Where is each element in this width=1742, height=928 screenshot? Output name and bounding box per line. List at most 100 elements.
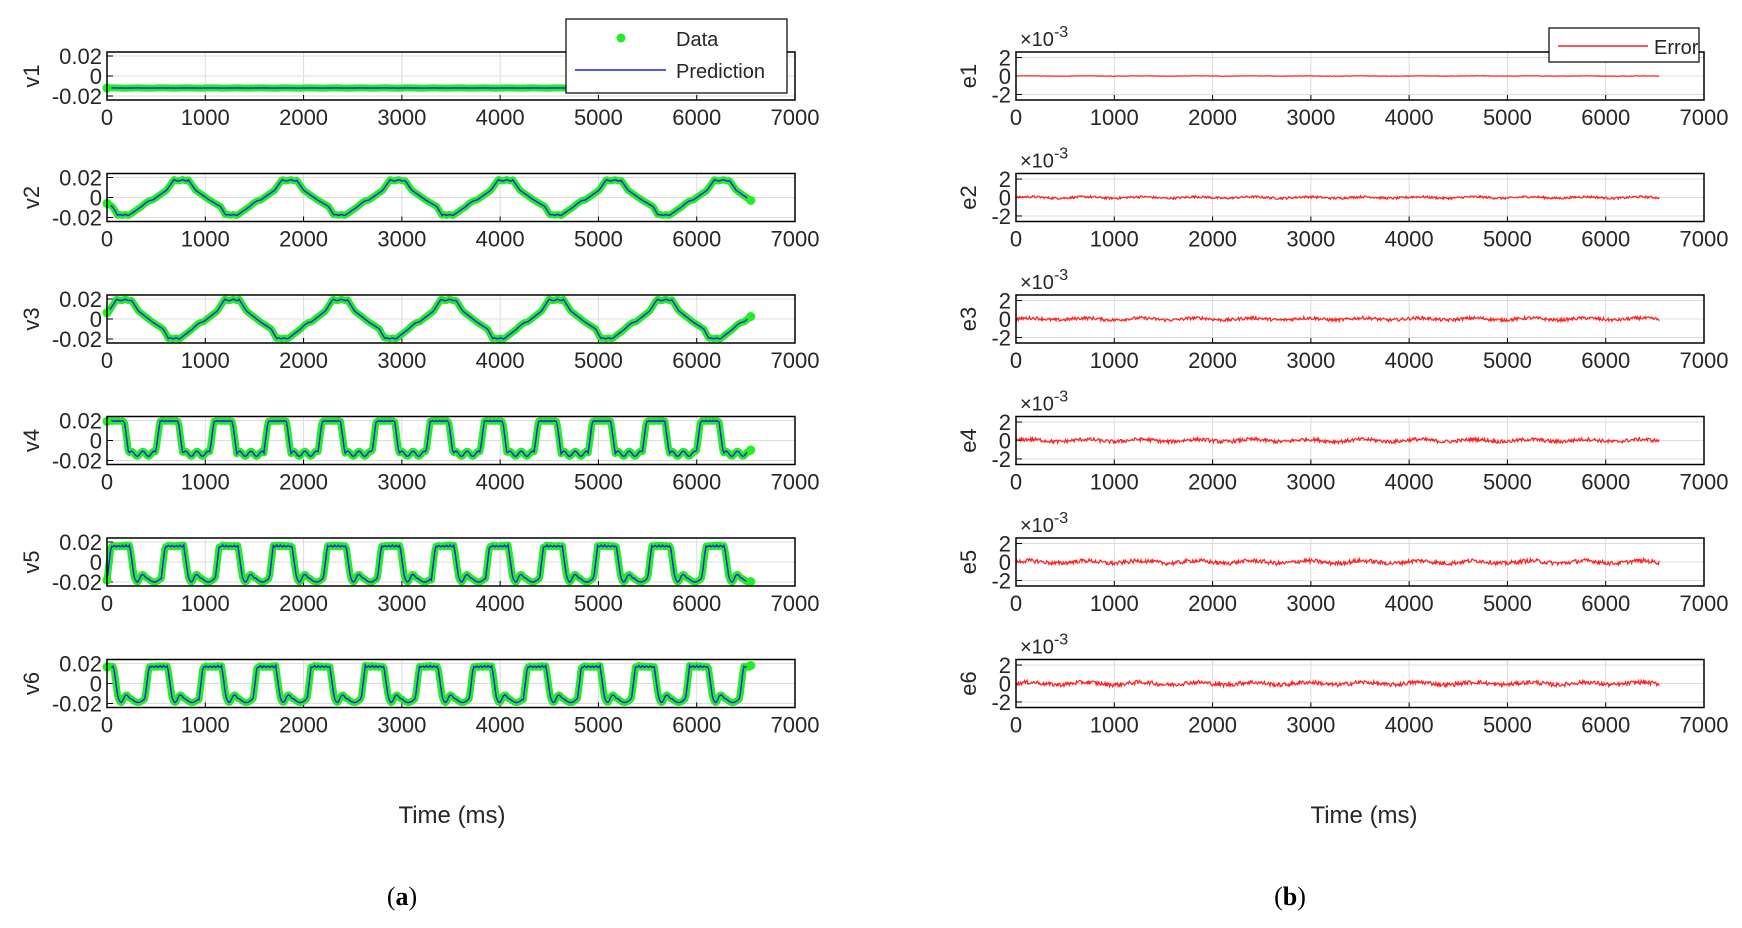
exponent-base-e2: ×10 (1020, 151, 1054, 173)
axes-box-e3 (1015, 294, 1705, 344)
xtick-label-e6-0: 0 (1010, 713, 1022, 738)
xtick-label-v6-0: 0 (101, 713, 113, 738)
subplot-e5: 20-20 1000 2000 3000 4000 5000 6000 7000×10-3e5 (956, 510, 1728, 616)
xtick-label-v2-4: 4000 (476, 227, 525, 252)
xtick-label-v3-1: 1000 (181, 348, 230, 373)
ytick-label-e2-2: -2 (991, 204, 1011, 229)
axes-box-v2 (106, 172, 796, 223)
xtick-label-e2-1: 1000 (1090, 227, 1139, 252)
exponent-base-e1: ×10 (1020, 29, 1054, 51)
xtick-label-e3-7: 7000 (1680, 348, 1729, 373)
xtick-label-e6-3: 3000 (1286, 713, 1335, 738)
ytick-label-e3-1: 0 (999, 307, 1011, 332)
panel-label-b: (b) (1274, 882, 1306, 911)
xtick-label-e3-3: 3000 (1286, 348, 1335, 373)
axes-box-v5 (106, 537, 796, 587)
ytick-label-e4-1: 0 (999, 429, 1011, 454)
xtick-label-e1-5: 5000 (1483, 105, 1532, 130)
xtick-label-e3-2: 2000 (1188, 348, 1237, 373)
ytick-label-v2-0: 0.02 (59, 166, 102, 191)
ylabel-e3: e3 (956, 307, 981, 331)
subplot-e6: 20-20 1000 2000 3000 4000 5000 6000 7000×10-3e6 (956, 632, 1728, 738)
xtick-label-v5-0: 0 (101, 591, 113, 616)
xtick-label-e3-6: 6000 (1581, 348, 1630, 373)
ytick-label-v3-2: -0.02 (52, 327, 102, 352)
xtick-label-v3-3: 3000 (377, 348, 426, 373)
ylabel-v1: v1 (19, 64, 44, 87)
xtick-label-e2-0: 0 (1010, 227, 1022, 252)
exponent-label-e5: ×10-3 (1020, 510, 1068, 537)
exponent-base-e5: ×10 (1020, 515, 1054, 537)
ytick-label-v5-2: -0.02 (52, 570, 102, 595)
xtick-label-v3-0: 0 (101, 348, 113, 373)
xtick-label-v2-6: 6000 (672, 227, 721, 252)
error-line-e3 (1015, 314, 1660, 324)
xtick-label-e3-5: 5000 (1483, 348, 1532, 373)
xtick-label-v3-2: 2000 (279, 348, 328, 373)
ytick-label-e1-0: 2 (999, 46, 1011, 71)
xtick-label-e5-0: 0 (1010, 591, 1022, 616)
ytick-label-v6-0: 0.02 (59, 652, 102, 677)
legend-data-label: Data (676, 29, 719, 51)
panel-a-charts: 0.020-0.020 1000 2000 3000 4000 5000 6000 7000v… (19, 18, 820, 738)
legend-prediction-label: Prediction (676, 61, 765, 83)
xtick-label-e6-7: 7000 (1680, 713, 1729, 738)
xtick-label-v1-6: 6000 (672, 105, 721, 130)
exponent-power-e6: -3 (1054, 632, 1068, 649)
xtick-label-e5-7: 7000 (1680, 591, 1729, 616)
ytick-label-e1-1: 0 (999, 64, 1011, 89)
xtick-label-v5-3: 3000 (377, 591, 426, 616)
subplot-v3: 0.020-0.020 1000 2000 3000 4000 5000 6000 7000v… (19, 287, 819, 373)
xtick-label-e6-5: 5000 (1483, 713, 1532, 738)
ytick-label-e2-0: 2 (999, 167, 1011, 192)
subplot-v6: 0.020-0.020 1000 2000 3000 4000 5000 6000 7000v… (19, 652, 819, 738)
xtick-label-v6-6: 6000 (672, 713, 721, 738)
xtick-label-v5-7: 7000 (771, 591, 820, 616)
xtick-label-e2-2: 2000 (1188, 227, 1237, 252)
xtick-label-v4-6: 6000 (672, 470, 721, 495)
xtick-label-e4-4: 4000 (1385, 470, 1434, 495)
xtick-label-e6-1: 1000 (1090, 713, 1139, 738)
xtick-label-v6-1: 1000 (181, 713, 230, 738)
exponent-power-e2: -3 (1054, 146, 1068, 163)
ylabel-e1: e1 (956, 64, 981, 88)
prediction-line-v5 (106, 543, 750, 583)
axes-box-v3 (106, 294, 796, 344)
ytick-label-v1-1: 0 (90, 64, 102, 89)
prediction-line-v6 (106, 663, 751, 704)
exponent-label-e4: ×10-3 (1020, 389, 1068, 416)
ylabel-v3: v3 (19, 307, 44, 330)
subplot-e3: 20-20 1000 2000 3000 4000 5000 6000 7000×10-3e3 (956, 267, 1728, 373)
xtick-label-e4-5: 5000 (1483, 470, 1532, 495)
xtick-label-v1-3: 3000 (377, 105, 426, 130)
ylabel-v6: v6 (19, 672, 44, 695)
xtick-label-v1-5: 5000 (574, 105, 623, 130)
xtick-label-v5-6: 6000 (672, 591, 721, 616)
ytick-label-e4-2: -2 (991, 447, 1011, 472)
xtick-label-e5-5: 5000 (1483, 591, 1532, 616)
xtick-label-v3-5: 5000 (574, 348, 623, 373)
xtick-label-v2-0: 0 (101, 227, 113, 252)
xtick-label-v2-7: 7000 (771, 227, 820, 252)
data-point-v6-1 (746, 660, 756, 670)
xlabel-b: Time (ms) (1310, 802, 1417, 829)
ylabel-e6: e6 (956, 671, 981, 695)
xtick-label-v5-4: 4000 (476, 591, 525, 616)
data-point-v5-1 (746, 577, 756, 587)
prediction-line-v4 (106, 419, 751, 458)
xtick-label-e1-3: 3000 (1286, 105, 1335, 130)
legend-box-a (565, 18, 788, 94)
xtick-label-v2-2: 2000 (279, 227, 328, 252)
xtick-label-e3-4: 4000 (1385, 348, 1434, 373)
axes-box-e4 (1015, 415, 1705, 466)
exponent-base-e4: ×10 (1020, 394, 1054, 416)
xtick-label-v6-5: 5000 (574, 713, 623, 738)
xtick-label-v1-1: 1000 (181, 105, 230, 130)
ytick-label-v3-1: 0 (90, 307, 102, 332)
xtick-label-e4-3: 3000 (1286, 470, 1335, 495)
xtick-label-v5-1: 1000 (181, 591, 230, 616)
xtick-label-v3-4: 4000 (476, 348, 525, 373)
axes-box-v4 (106, 415, 796, 466)
ylabel-e4: e4 (956, 428, 981, 452)
xtick-label-e5-3: 3000 (1286, 591, 1335, 616)
